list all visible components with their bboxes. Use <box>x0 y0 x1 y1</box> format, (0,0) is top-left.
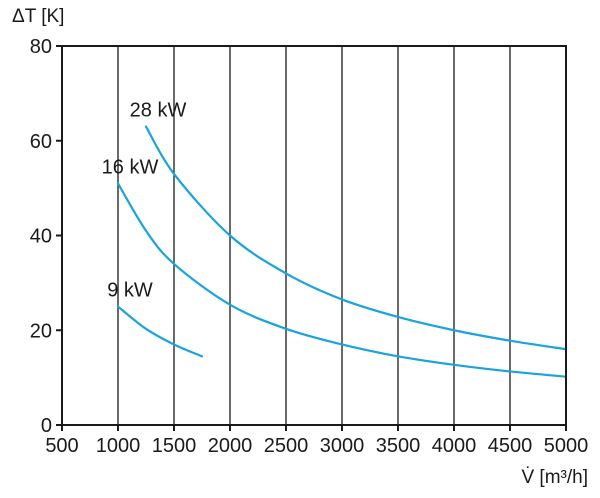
x-tick-label: 4500 <box>488 435 533 457</box>
x-tick-labels: 500 1000 1500 2000 2500 3000 3500 4000 4500 5000 <box>45 435 588 457</box>
series-label-3: 9 kW <box>107 280 153 302</box>
series-line-3 <box>116 305 204 358</box>
x-tick-label: 2500 <box>264 435 309 457</box>
y-tick-label: 60 <box>30 131 52 153</box>
y-tick-label: 40 <box>30 226 52 248</box>
x-tick-label: 4000 <box>432 435 477 457</box>
series-labels: 28 kW 16 kW 9 kW <box>102 100 187 302</box>
series-line-2 <box>116 182 568 378</box>
x-tick-label: 1000 <box>96 435 141 457</box>
series-label-1: 28 kW <box>130 100 187 122</box>
x-tick-label: 1500 <box>152 435 197 457</box>
y-tick-label: 0 <box>41 415 52 437</box>
x-tick-label: 500 <box>45 435 78 457</box>
series-group <box>116 125 568 378</box>
series-line-1 <box>144 125 568 351</box>
x-tick-label: 2000 <box>208 435 253 457</box>
x-tick-label: 3000 <box>320 435 365 457</box>
x-tick-label: 5000 <box>544 435 589 457</box>
y-axis-title: ΔT [K] <box>12 6 64 27</box>
y-tick-label: 20 <box>30 320 52 342</box>
y-tick-labels: 0 20 40 60 80 <box>30 36 52 437</box>
y-tick-label: 80 <box>30 36 52 58</box>
x-axis-title: V̇ [m³/h] <box>521 467 588 488</box>
x-tick-label: 3500 <box>376 435 421 457</box>
plot-frame <box>61 45 567 426</box>
series-label-2: 16 kW <box>102 156 159 178</box>
